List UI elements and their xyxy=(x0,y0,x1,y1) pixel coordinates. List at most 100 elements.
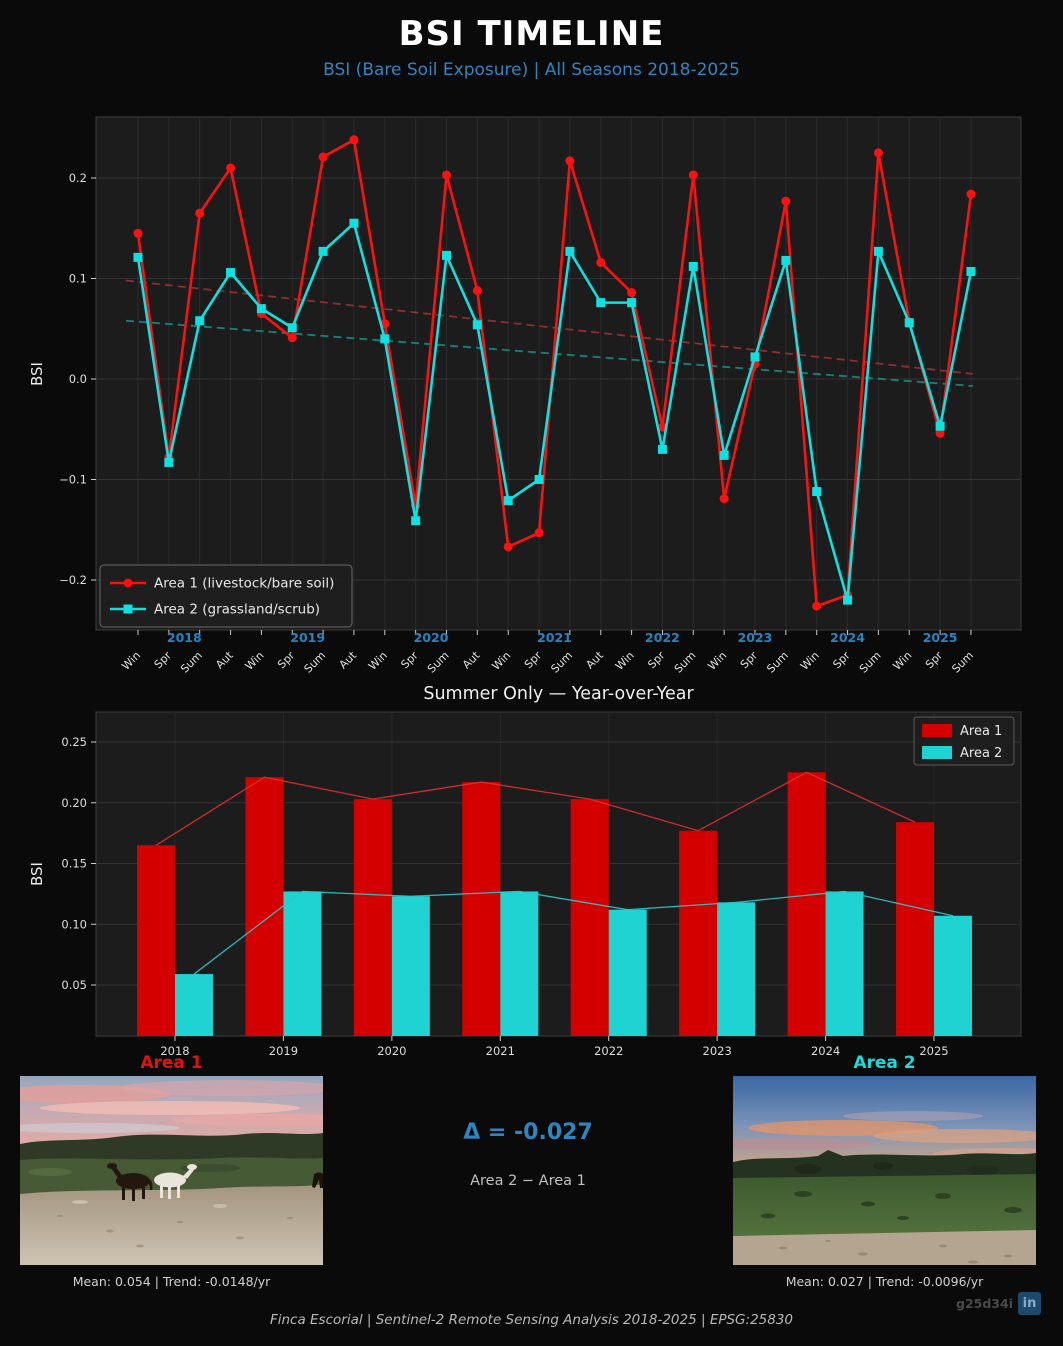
area1-photo-scene xyxy=(20,1076,323,1265)
bar-top-line xyxy=(155,771,916,846)
area2-label: Area 2 xyxy=(853,1053,916,1073)
svg-text:2019: 2019 xyxy=(290,630,325,645)
svg-text:2019: 2019 xyxy=(269,1044,298,1058)
svg-text:2018: 2018 xyxy=(160,1044,189,1058)
delta-value: Δ = -0.027 xyxy=(463,1120,593,1145)
watermark-text: g25d34i xyxy=(956,1296,1013,1311)
bar xyxy=(391,896,430,1036)
bar xyxy=(896,822,935,1036)
bar xyxy=(717,902,756,1036)
bar xyxy=(245,777,284,1036)
svg-text:2020: 2020 xyxy=(377,1044,406,1058)
svg-text:0.05: 0.05 xyxy=(61,978,87,992)
bar xyxy=(679,830,718,1036)
svg-text:Win: Win xyxy=(613,649,637,673)
svg-text:Win: Win xyxy=(798,649,822,673)
page-subtitle: BSI (Bare Soil Exposure) | All Seasons 2… xyxy=(323,60,740,80)
svg-text:Win: Win xyxy=(243,649,267,673)
bar xyxy=(500,891,539,1036)
svg-text:0.2: 0.2 xyxy=(69,171,87,185)
area2-photo-scene xyxy=(733,1076,1036,1265)
watermark: g25d34i in xyxy=(956,1292,1041,1315)
bar xyxy=(353,799,392,1036)
svg-text:2018: 2018 xyxy=(167,630,202,645)
svg-text:2022: 2022 xyxy=(645,630,680,645)
svg-text:Area 2: Area 2 xyxy=(960,746,1002,761)
svg-text:Win: Win xyxy=(366,649,390,673)
svg-text:Aut: Aut xyxy=(583,648,606,671)
svg-text:Area 1 (livestock/bare soil): Area 1 (livestock/bare soil) xyxy=(154,576,334,592)
svg-text:Win: Win xyxy=(705,649,729,673)
svg-text:Sum: Sum xyxy=(178,649,205,676)
timeline-line-chart: Win Spr Sum Aut Win Spr Sum Aut Win Spr Sum Aut Win S… xyxy=(28,116,1022,676)
svg-text:−0.1: −0.1 xyxy=(59,473,87,487)
svg-text:Aut: Aut xyxy=(213,648,236,671)
bar xyxy=(175,974,213,1036)
svg-text:Sum: Sum xyxy=(548,649,575,676)
svg-text:2022: 2022 xyxy=(594,1044,623,1058)
svg-text:2023: 2023 xyxy=(738,630,773,645)
svg-text:Sum: Sum xyxy=(949,649,976,676)
area1-photo xyxy=(20,1076,323,1265)
bar xyxy=(934,915,973,1036)
bar xyxy=(825,891,864,1036)
bar xyxy=(283,891,322,1036)
area1-label: Area 1 xyxy=(140,1053,203,1073)
area2-photo xyxy=(733,1076,1036,1265)
svg-text:2020: 2020 xyxy=(414,630,449,645)
summer-bar-chart: 0.25 0.20 0.15 0.10 0.05 2018 2019 2020 2021 2022… xyxy=(28,711,1022,1058)
svg-text:Sum: Sum xyxy=(857,649,884,676)
svg-text:Sum: Sum xyxy=(764,649,791,676)
bar xyxy=(137,845,175,1036)
svg-text:Sum: Sum xyxy=(302,649,329,676)
svg-text:2021: 2021 xyxy=(537,630,572,645)
svg-text:Sum: Sum xyxy=(425,649,452,676)
bar xyxy=(608,909,647,1036)
svg-text:2024: 2024 xyxy=(811,1044,840,1058)
svg-text:Spr: Spr xyxy=(275,649,298,672)
bar xyxy=(787,772,826,1036)
dark-horse xyxy=(107,1163,153,1201)
bar-plot-area xyxy=(95,711,1022,1037)
svg-text:Area 2 (grassland/scrub): Area 2 (grassland/scrub) xyxy=(154,602,320,618)
timeline-legend: Area 1 (livestock/bare soil) Area 2 (gras… xyxy=(99,564,353,628)
delta-panel: Δ = -0.027 Area 2 − Area 1 xyxy=(323,1120,733,1189)
area1-stats: Mean: 0.054 | Trend: -0.0148/yr xyxy=(72,1274,271,1289)
bar-chart-title: Summer Only — Year-over-Year xyxy=(423,684,694,704)
footer-text: Finca Escorial | Sentinel-2 Remote Sensi… xyxy=(269,1312,794,1328)
svg-text:Win: Win xyxy=(891,649,915,673)
bar xyxy=(462,782,501,1036)
svg-text:Spr: Spr xyxy=(738,649,761,672)
svg-text:BSI: BSI xyxy=(28,362,46,386)
svg-text:Sum: Sum xyxy=(672,649,699,676)
page-title: BSI TIMELINE xyxy=(398,14,665,54)
svg-text:Spr: Spr xyxy=(830,649,853,672)
svg-text:2025: 2025 xyxy=(923,630,958,645)
series-2 xyxy=(133,218,976,605)
svg-text:0.1: 0.1 xyxy=(69,272,87,286)
svg-text:Area 1: Area 1 xyxy=(960,724,1002,739)
svg-text:0.10: 0.10 xyxy=(61,917,87,931)
svg-text:0.15: 0.15 xyxy=(61,857,87,871)
area2-stats: Mean: 0.027 | Trend: -0.0096/yr xyxy=(785,1274,984,1289)
svg-text:Spr: Spr xyxy=(398,649,421,672)
svg-text:Spr: Spr xyxy=(923,649,946,672)
trend-line xyxy=(125,319,974,387)
svg-text:Aut: Aut xyxy=(460,648,483,671)
svg-text:BSI: BSI xyxy=(28,862,46,886)
svg-text:0.25: 0.25 xyxy=(61,735,87,749)
svg-text:2023: 2023 xyxy=(703,1044,732,1058)
svg-text:2024: 2024 xyxy=(830,630,865,645)
bars-area2 xyxy=(175,891,973,1036)
svg-text:Win: Win xyxy=(490,649,514,673)
bar-top-line xyxy=(193,890,954,975)
white-horse xyxy=(154,1164,197,1199)
bar xyxy=(570,799,609,1036)
svg-text:Win: Win xyxy=(119,649,143,673)
svg-text:Spr: Spr xyxy=(645,649,668,672)
bar-chart-legend: Area 1 Area 2 xyxy=(913,716,1015,766)
svg-text:Spr: Spr xyxy=(522,649,545,672)
svg-text:2021: 2021 xyxy=(486,1044,515,1058)
report-header: BSI TIMELINE BSI (Bare Soil Exposure) | … xyxy=(0,14,1063,80)
